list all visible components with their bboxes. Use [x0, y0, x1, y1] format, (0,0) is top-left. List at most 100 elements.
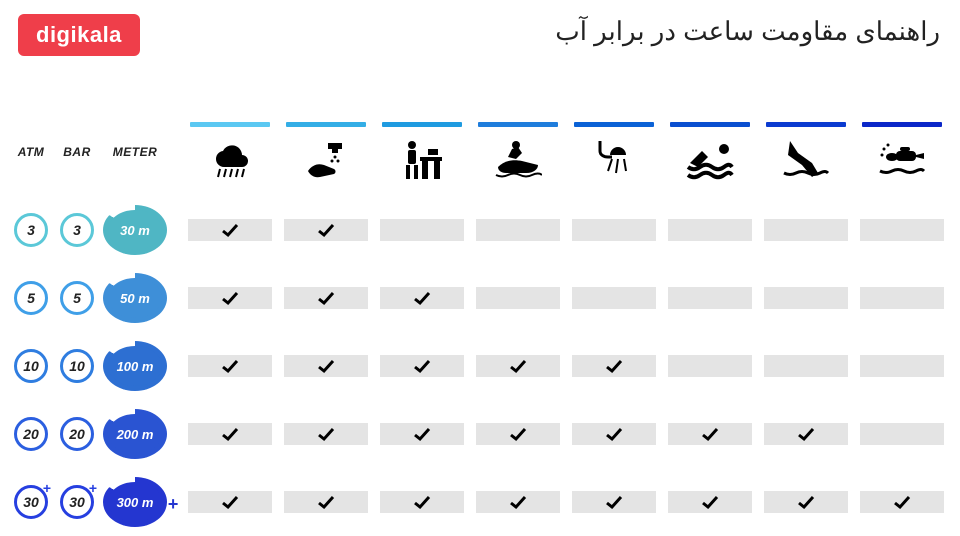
activity-cell — [182, 355, 278, 377]
header-bar-jetski — [478, 122, 558, 127]
activity-cell — [854, 355, 950, 377]
meter-badge: 300 m+ — [108, 482, 162, 522]
atm-badge: 5 — [14, 281, 48, 315]
header-bar-kitchen — [382, 122, 462, 127]
header-bar-wash — [286, 122, 366, 127]
atm-badge: 3 — [14, 213, 48, 247]
check-icon — [380, 423, 464, 445]
water-resistance-table: ATM BAR METER — [0, 108, 960, 536]
bar-badge: 20 — [60, 417, 94, 451]
check-icon — [284, 287, 368, 309]
empty-cell — [380, 219, 464, 241]
snorkel-dive-icon — [778, 135, 834, 183]
activity-cell — [662, 287, 758, 309]
activity-cell — [758, 219, 854, 241]
check-icon — [764, 423, 848, 445]
empty-cell — [860, 423, 944, 445]
check-icon — [188, 287, 272, 309]
kitchen-work-icon — [394, 135, 450, 183]
activity-cell — [662, 491, 758, 513]
check-icon — [188, 219, 272, 241]
activity-cell — [278, 287, 374, 309]
activity-cell — [854, 287, 950, 309]
brand-logo: digikala — [18, 14, 140, 56]
shower-icon — [586, 135, 642, 183]
meter-badge: 30 m — [108, 210, 162, 250]
table-row: 20 20 200 m — [8, 400, 948, 468]
table-row: 30+30+300 m+ — [8, 468, 948, 536]
check-icon — [188, 355, 272, 377]
jetski-icon — [490, 135, 546, 183]
scuba-dive-icon — [874, 135, 930, 183]
activity-cell — [374, 355, 470, 377]
activity-header-rain — [182, 122, 278, 183]
page-title: راهنمای مقاومت ساعت در برابر آب — [555, 16, 940, 47]
meter-badge: 50 m — [108, 278, 162, 318]
atm-badge: 20 — [14, 417, 48, 451]
swimming-icon — [682, 135, 738, 183]
check-icon — [284, 491, 368, 513]
check-icon — [380, 287, 464, 309]
table-row: 33 30 m — [8, 196, 948, 264]
empty-cell — [764, 219, 848, 241]
check-icon — [380, 491, 464, 513]
hand-wash-icon — [298, 135, 354, 183]
bar-badge: 5 — [60, 281, 94, 315]
empty-cell — [764, 355, 848, 377]
activity-header-wash — [278, 122, 374, 183]
activity-cell — [470, 491, 566, 513]
table-row: 10 10 100 m — [8, 332, 948, 400]
activity-cell — [278, 355, 374, 377]
check-icon — [284, 423, 368, 445]
empty-cell — [860, 355, 944, 377]
check-icon — [476, 491, 560, 513]
empty-cell — [860, 219, 944, 241]
activity-header-shower — [566, 122, 662, 183]
header-bar-swim — [670, 122, 750, 127]
activity-cell — [566, 491, 662, 513]
check-icon — [572, 491, 656, 513]
header-bar-scuba — [862, 122, 942, 127]
activity-cell — [854, 423, 950, 445]
check-icon — [668, 491, 752, 513]
activity-cell — [278, 491, 374, 513]
check-icon — [572, 355, 656, 377]
empty-cell — [668, 355, 752, 377]
activity-cell — [182, 423, 278, 445]
activity-cell — [470, 219, 566, 241]
empty-cell — [476, 287, 560, 309]
check-icon — [188, 423, 272, 445]
bar-badge: 3 — [60, 213, 94, 247]
activity-cell — [278, 423, 374, 445]
activity-cell — [182, 287, 278, 309]
activity-cell — [758, 423, 854, 445]
activity-header-kitchen — [374, 122, 470, 183]
empty-cell — [764, 287, 848, 309]
check-icon — [284, 219, 368, 241]
empty-cell — [476, 219, 560, 241]
check-icon — [284, 355, 368, 377]
meter-badge: 200 m — [108, 414, 162, 454]
empty-cell — [572, 287, 656, 309]
bar-badge: 10 — [60, 349, 94, 383]
activity-header-jetski — [470, 122, 566, 183]
empty-cell — [668, 287, 752, 309]
atm-badge: 10 — [14, 349, 48, 383]
rain-icon — [202, 135, 258, 183]
check-icon — [668, 423, 752, 445]
activity-cell — [374, 491, 470, 513]
header-bar-rain — [190, 122, 270, 127]
activity-cell — [470, 355, 566, 377]
meter-badge: 100 m — [108, 346, 162, 386]
activity-cell — [854, 219, 950, 241]
check-icon — [380, 355, 464, 377]
header-atm: ATM — [8, 145, 54, 159]
atm-badge: 30+ — [14, 485, 48, 519]
header-bar: BAR — [54, 145, 100, 159]
activity-header-swim — [662, 122, 758, 183]
check-icon — [764, 491, 848, 513]
check-icon — [188, 491, 272, 513]
activity-cell — [758, 287, 854, 309]
empty-cell — [668, 219, 752, 241]
activity-cell — [182, 219, 278, 241]
